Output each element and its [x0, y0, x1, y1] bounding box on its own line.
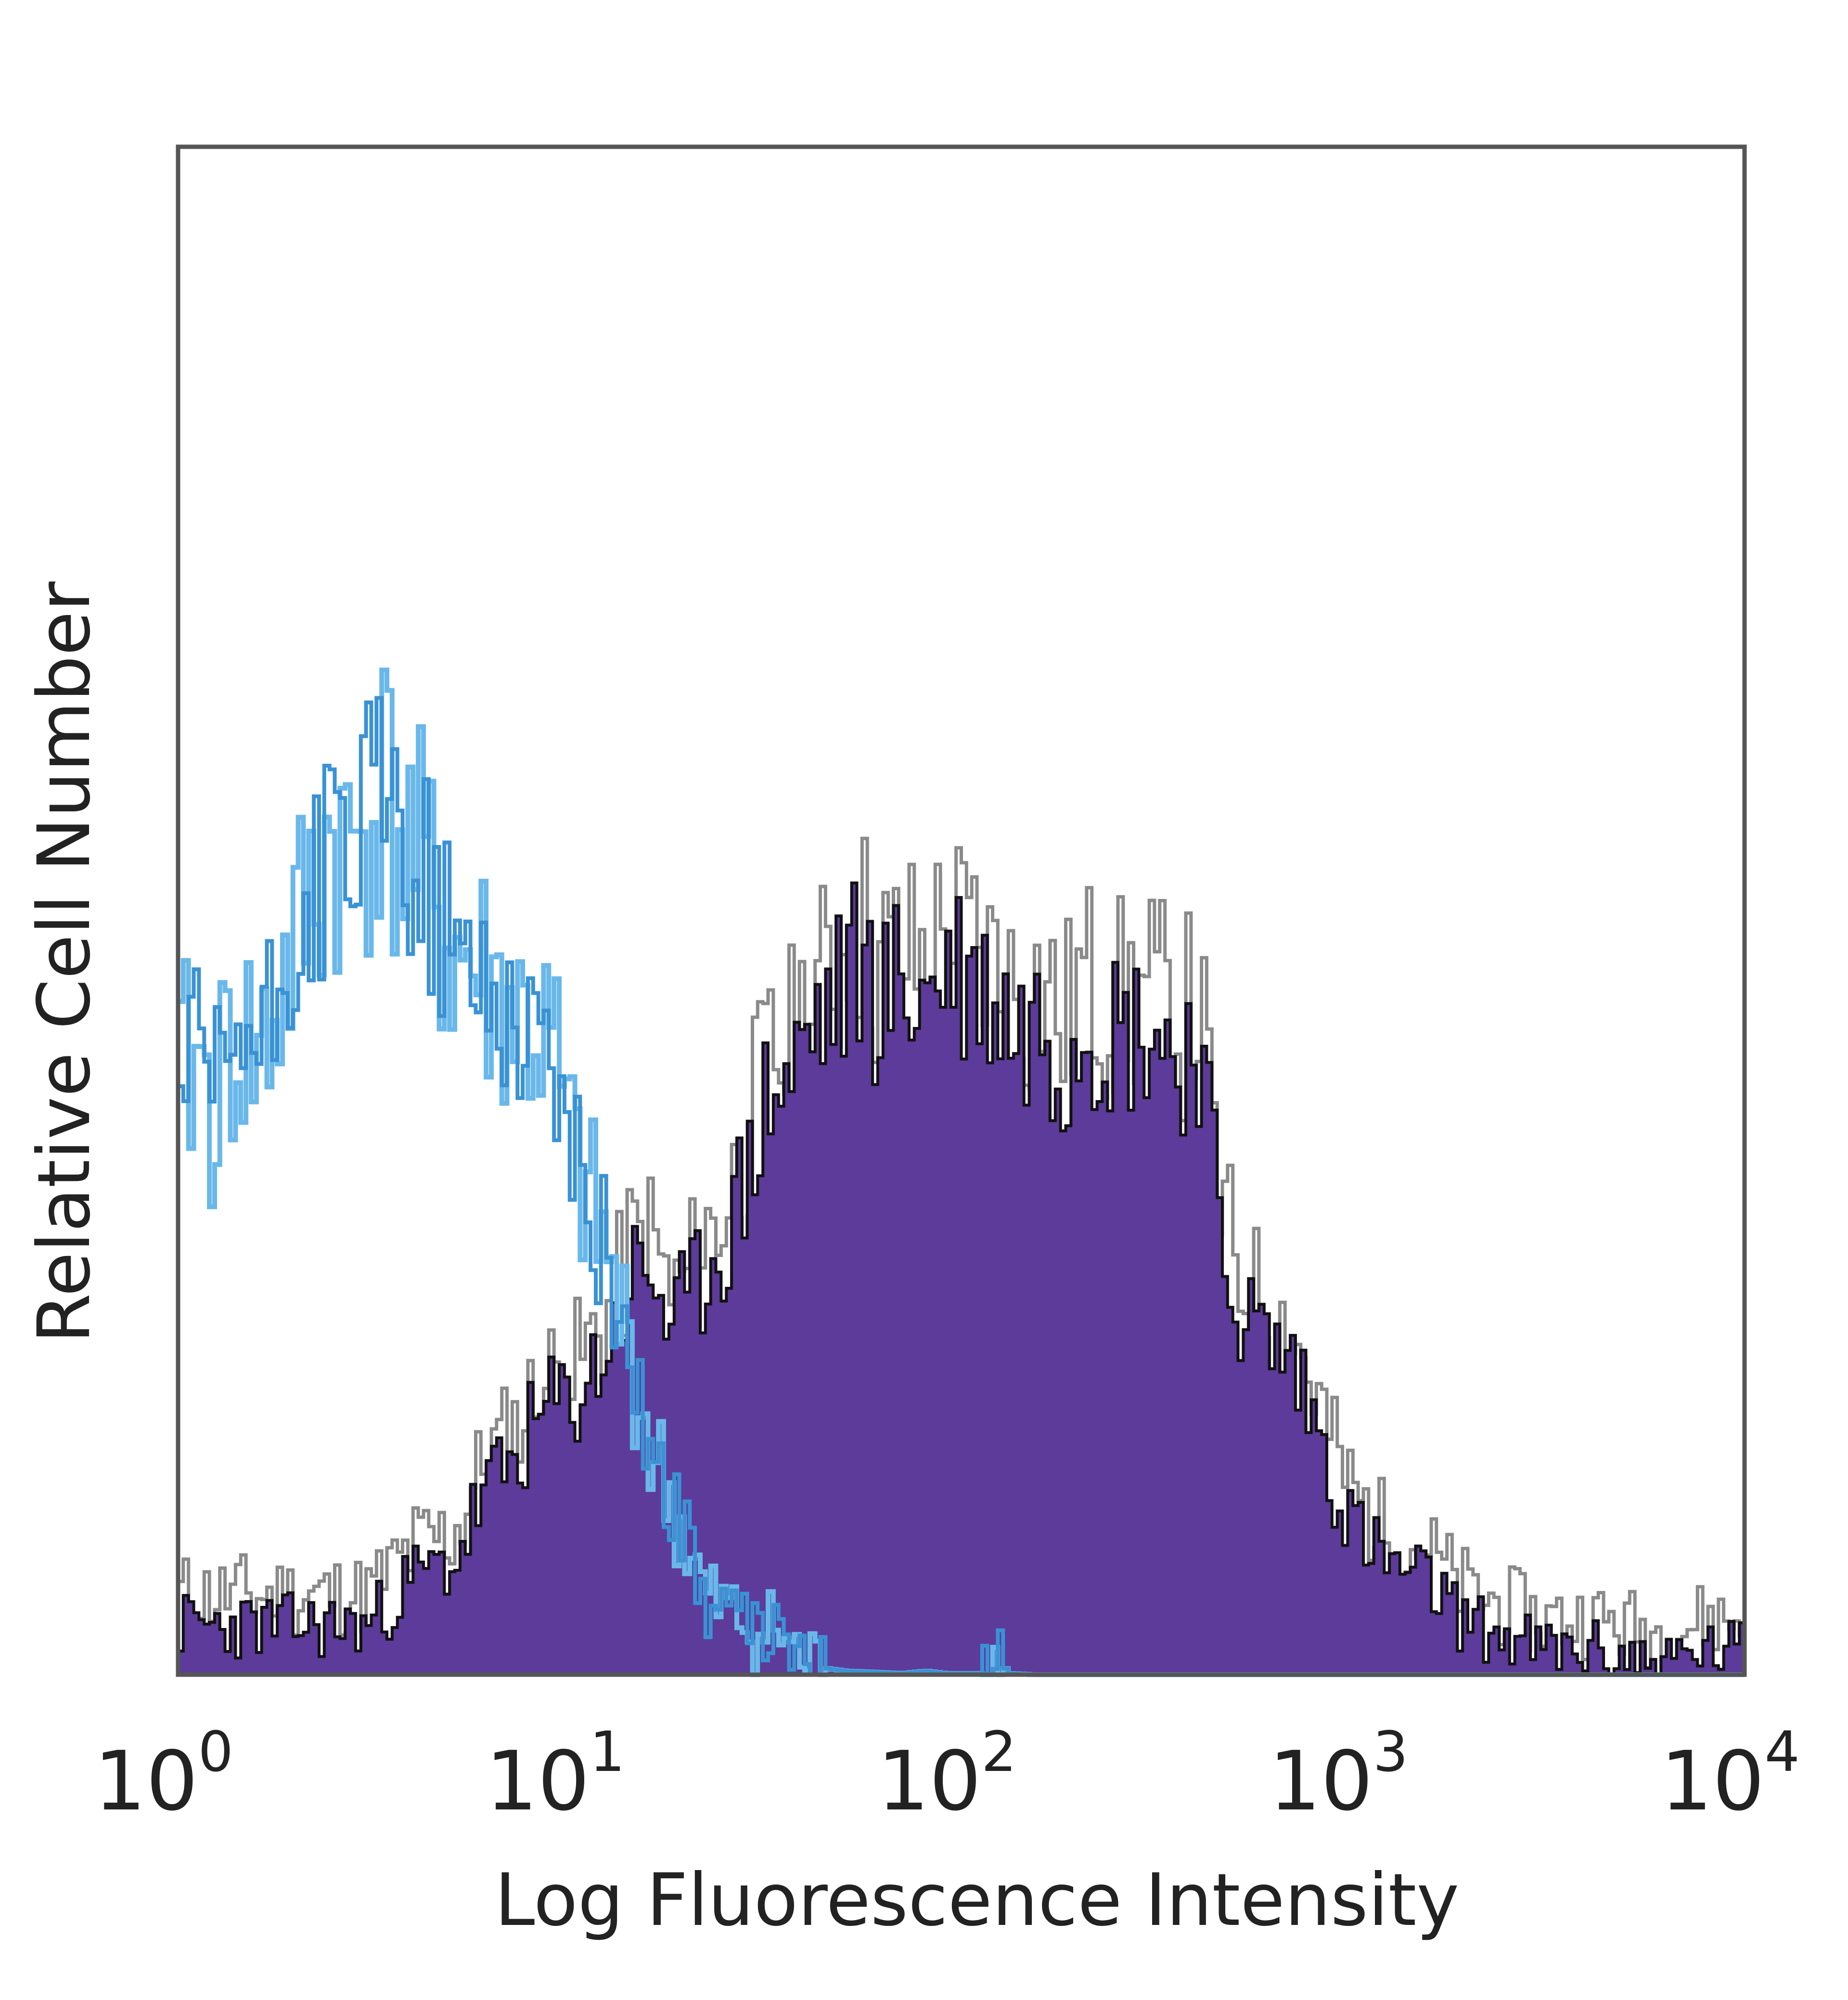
- x-tick-exponent: 3: [1373, 1720, 1408, 1784]
- x-tick-label: 101: [486, 1720, 625, 1829]
- x-tick-base: 10: [486, 1734, 590, 1829]
- x-tick-label: 103: [1269, 1720, 1409, 1829]
- x-tick-label: 102: [877, 1720, 1017, 1829]
- x-tick-label: 100: [94, 1720, 233, 1829]
- x-tick-exponent: 0: [198, 1720, 233, 1784]
- x-tick-labels: 100 101 102 103 104: [94, 1720, 1800, 1829]
- plot-area: [176, 147, 1746, 1677]
- x-axis-label: Log Fluorescence Intensity: [495, 1859, 1459, 1942]
- stained-histogram-edge: [178, 881, 1746, 1676]
- x-tick-base: 10: [1660, 1734, 1764, 1829]
- x-tick-base: 10: [94, 1734, 198, 1829]
- x-tick-exponent: 4: [1765, 1720, 1800, 1784]
- y-axis-label: Relative Cell Number: [23, 581, 106, 1344]
- x-tick-label: 104: [1660, 1720, 1800, 1829]
- x-tick-exponent: 1: [590, 1720, 625, 1784]
- x-tick-base: 10: [1269, 1734, 1373, 1829]
- x-tick-exponent: 2: [981, 1720, 1016, 1784]
- x-tick-base: 10: [877, 1734, 981, 1829]
- plot-frame: [176, 144, 1747, 1677]
- stained-histogram-fill: [178, 883, 1745, 1675]
